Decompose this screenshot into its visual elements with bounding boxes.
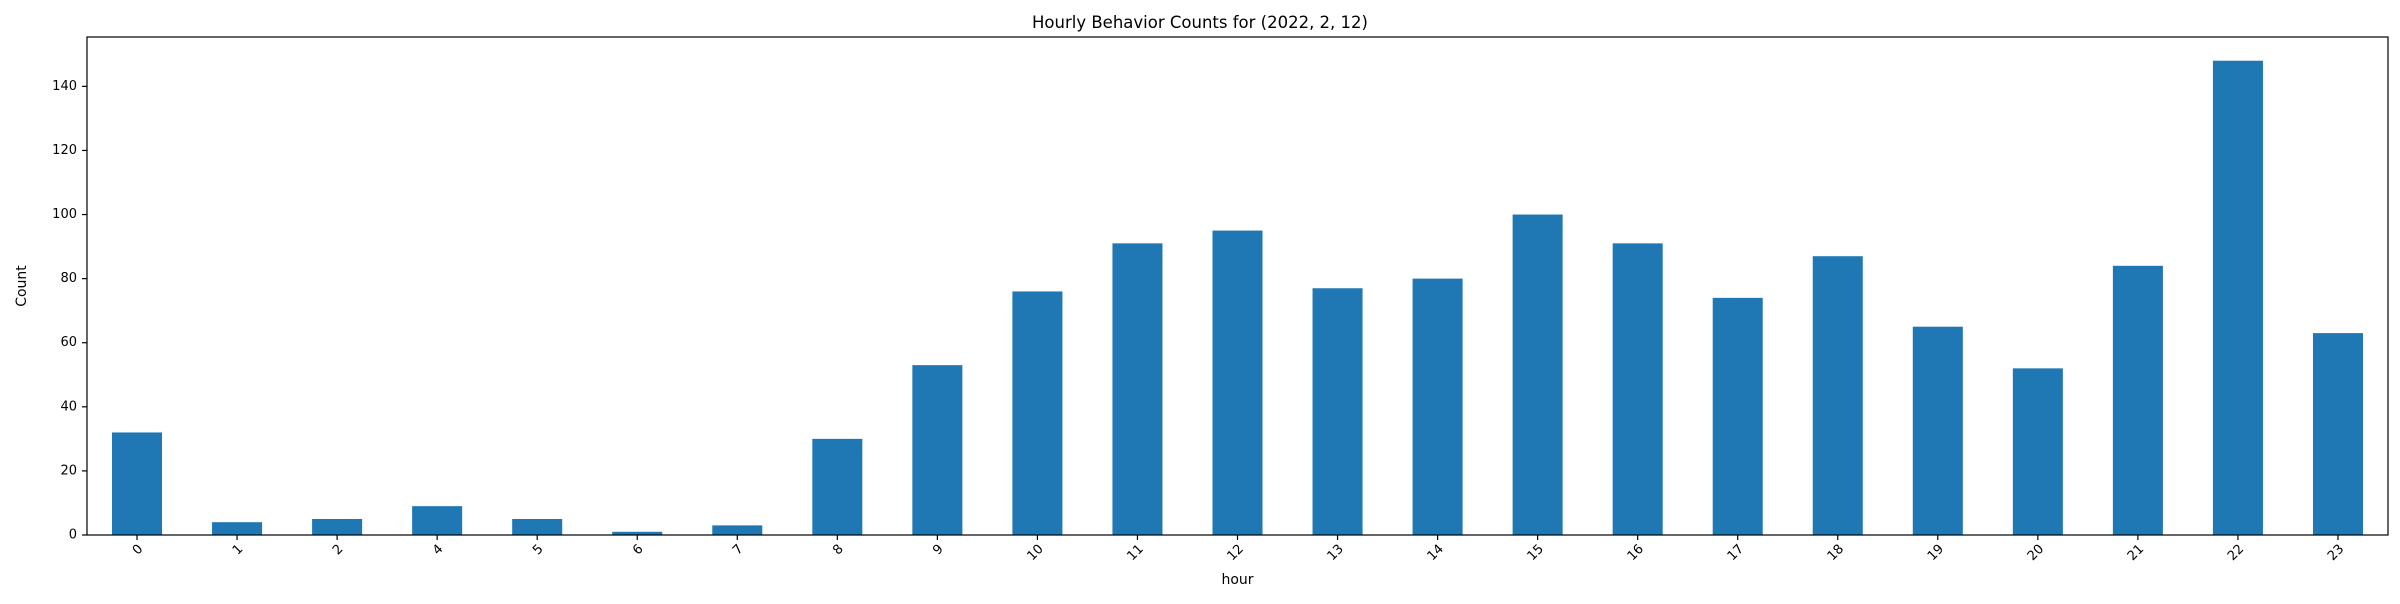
y-tick-label: 140 [52, 79, 77, 94]
bar-hour-11 [1112, 243, 1163, 536]
bar-hour-1 [212, 522, 263, 535]
x-tick-label: 13 [1325, 542, 1347, 564]
x-tick-label: 16 [1625, 542, 1647, 564]
bar-hour-0 [112, 432, 163, 535]
bar-hour-23 [2312, 333, 2363, 535]
bar-hour-2 [312, 518, 363, 535]
bar-hour-16 [1612, 243, 1663, 536]
x-axis-label: hour [1221, 572, 1253, 588]
y-tick-label: 120 [52, 143, 77, 158]
x-tick-label: 4 [430, 542, 446, 558]
bar-hour-4 [412, 506, 463, 535]
bars-layer [112, 60, 2363, 536]
x-tick-label: 23 [2325, 542, 2347, 564]
x-tick-label: 11 [1124, 542, 1146, 564]
x-tick-label: 7 [730, 542, 746, 558]
y-tick-label: 0 [69, 528, 77, 543]
x-tick-label: 9 [930, 542, 946, 558]
x-axis: 0 1 2 4 5 6 7 8 9 10 11 12 13 14 15 16 17 18 19 20 21 22 23 [130, 535, 2347, 564]
x-tick-label: 1 [230, 542, 246, 558]
bar-hour-9 [912, 365, 963, 535]
x-tick-label: 20 [2025, 542, 2047, 564]
x-tick-label: 2 [330, 542, 346, 558]
y-axis-label: Count [14, 265, 30, 307]
bar-hour-14 [1412, 278, 1463, 535]
x-tick-label: 5 [530, 542, 546, 558]
x-tick-label: 12 [1224, 542, 1246, 564]
bar-hour-19 [1912, 326, 1963, 535]
bar-hour-12 [1212, 230, 1263, 535]
bar-hour-7 [712, 525, 763, 535]
y-tick-label: 60 [60, 335, 77, 350]
bar-hour-6 [612, 531, 663, 535]
x-tick-label: 19 [1925, 542, 1947, 564]
y-tick-label: 40 [60, 399, 77, 414]
y-tick-label: 80 [60, 271, 77, 286]
bar-hour-8 [812, 438, 863, 535]
x-tick-label: 6 [630, 542, 646, 558]
x-tick-label: 18 [1825, 542, 1847, 564]
x-tick-label: 17 [1725, 542, 1747, 564]
bar-hour-10 [1012, 291, 1063, 535]
x-tick-label: 22 [2225, 542, 2247, 564]
bar-hour-13 [1312, 288, 1363, 535]
axes-frame [86, 36, 2389, 536]
y-axis: 0 20 40 60 80 100 120 140 [52, 79, 87, 543]
bar-hour-17 [1712, 297, 1763, 535]
x-tick-label: 0 [130, 542, 146, 558]
x-tick-label: 10 [1024, 542, 1046, 564]
chart-title: Hourly Behavior Counts for (2022, 2, 12) [1032, 13, 1368, 32]
bar-hour-21 [2112, 265, 2163, 535]
bar-hour-22 [2212, 60, 2263, 535]
x-tick-label: 15 [1525, 542, 1547, 564]
bar-hour-18 [1812, 256, 1863, 535]
x-tick-label: 21 [2125, 542, 2147, 564]
bar-hour-20 [2012, 368, 2063, 535]
bar-hour-5 [512, 518, 563, 535]
bar-hour-15 [1512, 214, 1563, 535]
y-tick-label: 20 [60, 463, 77, 478]
x-tick-label: 14 [1425, 542, 1447, 564]
y-tick-label: 100 [52, 207, 77, 222]
x-tick-label: 8 [830, 542, 846, 558]
